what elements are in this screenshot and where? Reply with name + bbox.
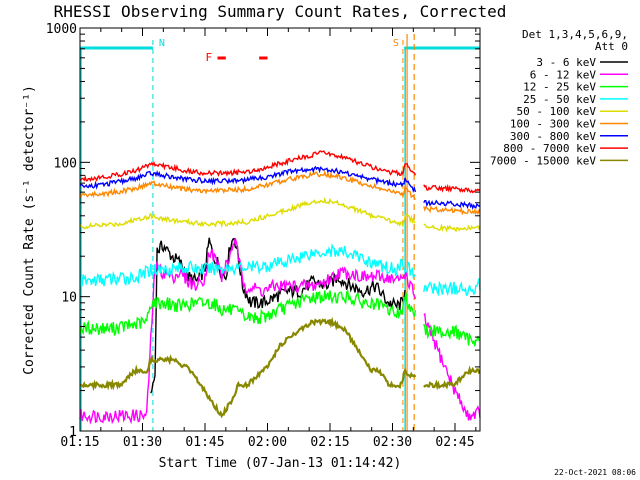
- series-line-8-0: [79, 316, 417, 419]
- legend-entry-label: 50 - 100 keV: [517, 105, 597, 118]
- series-line-7-0: [79, 150, 417, 182]
- y-tick-label: 10: [61, 291, 77, 306]
- x-tick-label: 02:30: [373, 435, 412, 450]
- legend-entry-label: 25 - 50 keV: [523, 93, 596, 106]
- series-line-6-1: [423, 199, 481, 211]
- legend-entry-label: 100 - 300 keV: [510, 118, 596, 131]
- y-tick-label: 1000: [46, 22, 77, 37]
- legend-entry-label: 6 - 12 keV: [530, 68, 597, 81]
- x-tick-label: 01:45: [185, 435, 224, 450]
- legend-entry-label: 7000 - 15000 keV: [490, 154, 596, 167]
- x-tick-label: 01:30: [123, 435, 162, 450]
- x-tick-label: 01:15: [60, 435, 99, 450]
- plot-frame: [79, 27, 481, 432]
- series-line-5-1: [423, 205, 481, 216]
- y-axis-label: Corrected Count Rate (s⁻¹ detector⁻¹): [22, 85, 37, 375]
- series-line-7-1: [423, 183, 481, 194]
- y-tick-label: 1: [69, 425, 77, 440]
- series-line-5-0: [79, 169, 416, 200]
- legend-entry-label: 800 - 7000 keV: [503, 142, 596, 155]
- series-line-3-0: [79, 243, 416, 287]
- x-axis-label: Start Time (07-Jan-13 01:14:42): [159, 456, 402, 471]
- series-line-4-1: [423, 223, 481, 233]
- series-group: [79, 150, 481, 425]
- y-axis: 1 10 100 1000: [46, 22, 480, 440]
- series-line-6-0: [79, 165, 417, 193]
- x-tick-label: 02:45: [435, 435, 474, 450]
- legend-header-line: Det 1,3,4,5,6,9,: [522, 28, 628, 41]
- event-label-0: N: [159, 38, 165, 49]
- x-tick-label: 02:00: [248, 435, 287, 450]
- legend-entry-label: 3 - 6 keV: [536, 56, 596, 69]
- legend-entry-label: 300 - 800 keV: [510, 130, 596, 143]
- x-axis: 01:15 01:30 01:45 02:00 02:15 02:30 02:45: [60, 28, 477, 450]
- chart-title: RHESSI Observing Summary Count Rates, Co…: [54, 2, 507, 21]
- series-line-1-0: [79, 238, 417, 425]
- series-line-2-1: [423, 323, 481, 347]
- series-line-4-0: [79, 196, 416, 230]
- footer-date: 22-Oct-2021 08:06: [554, 468, 636, 477]
- series-line-8-1: [423, 365, 481, 391]
- flare-flags-group: F: [206, 51, 268, 64]
- series-line-3-1: [423, 278, 481, 297]
- y-tick-label: 100: [54, 156, 77, 171]
- flare-flag-label: F: [206, 51, 213, 64]
- event-label-1: S: [393, 38, 399, 49]
- legend-entry-label: 12 - 25 keV: [523, 81, 596, 94]
- legend-header-line: Att 0: [595, 40, 628, 53]
- series-line-2-0: [79, 289, 417, 337]
- x-tick-label: 02:15: [310, 435, 349, 450]
